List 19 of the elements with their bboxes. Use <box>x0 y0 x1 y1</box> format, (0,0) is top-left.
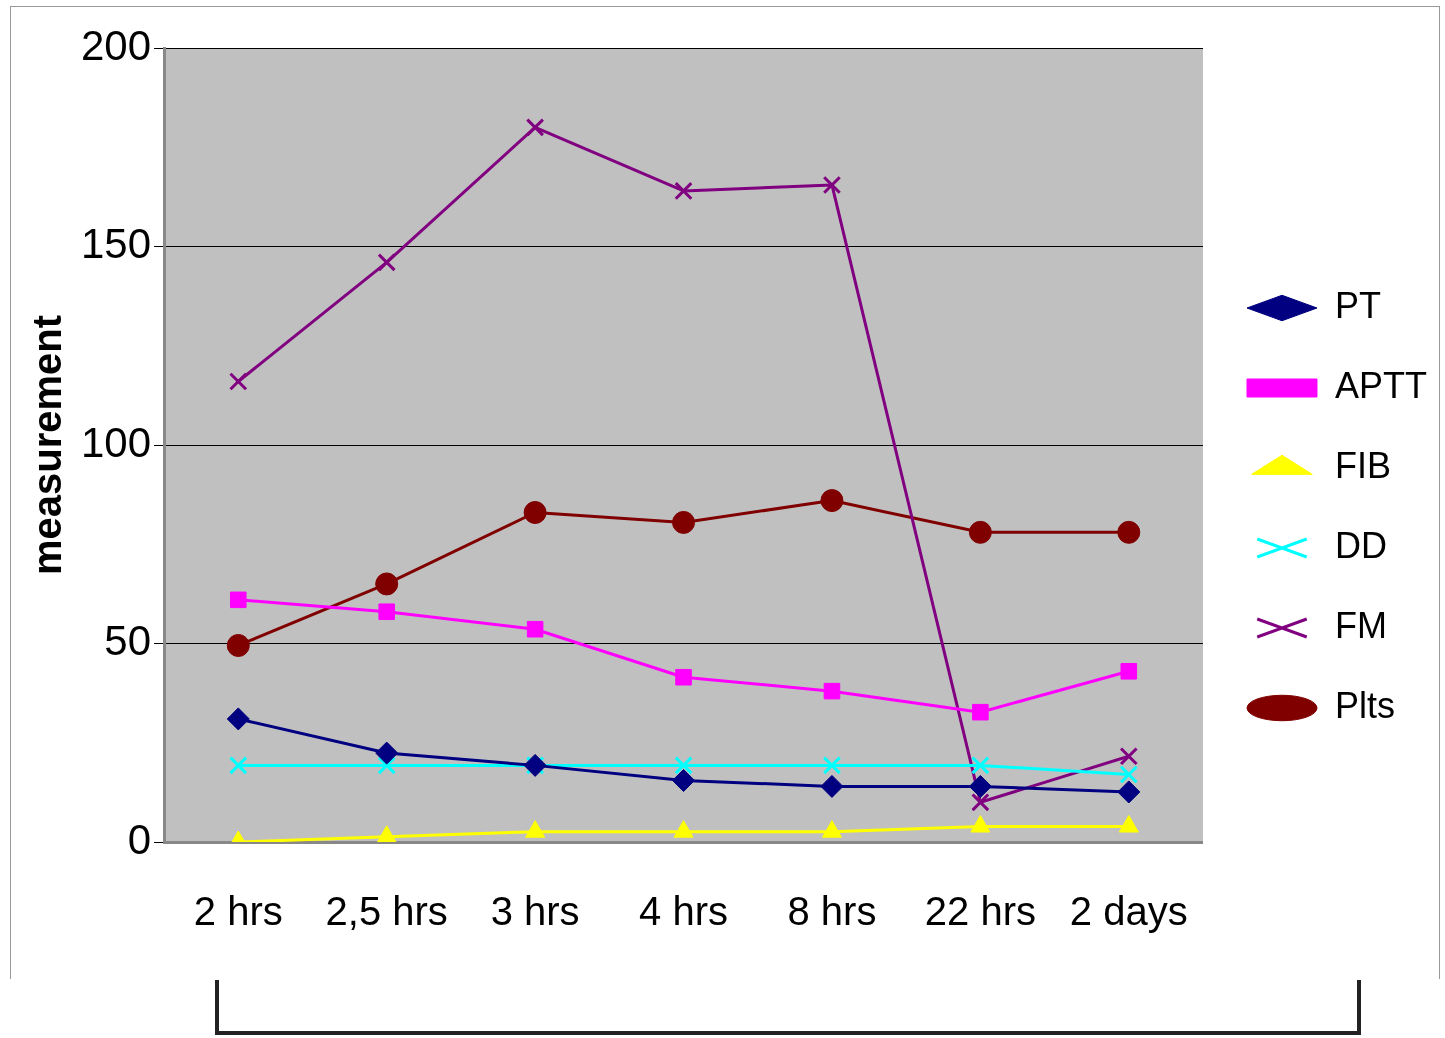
legend-label: FM <box>1335 604 1387 646</box>
x-tick-label: 22 hrs <box>924 889 1036 934</box>
y-tick-label: 0 <box>127 815 152 863</box>
y-tick-label: 150 <box>81 220 152 268</box>
legend-label: FIB <box>1335 444 1392 486</box>
x-tick-label: 2 hrs <box>193 889 283 934</box>
y-tick-label: 100 <box>81 418 152 466</box>
y-axis-title: measurement <box>25 314 70 576</box>
legend-label: APTT <box>1335 364 1428 406</box>
legend-label: PT <box>1335 284 1382 326</box>
x-tick-label: 8 hrs <box>787 889 877 934</box>
legend-label: Plts <box>1335 684 1396 726</box>
x-tick-label: 4 hrs <box>639 889 728 934</box>
y-tick-label: 50 <box>104 617 152 665</box>
y-tick-label: 200 <box>81 21 152 69</box>
legend-label: DD <box>1335 524 1387 566</box>
x-tick-label: 3 hrs <box>490 889 580 934</box>
x-tick-label: 2 days <box>1069 889 1188 934</box>
x-tick-label: 2,5 hrs <box>325 889 448 934</box>
